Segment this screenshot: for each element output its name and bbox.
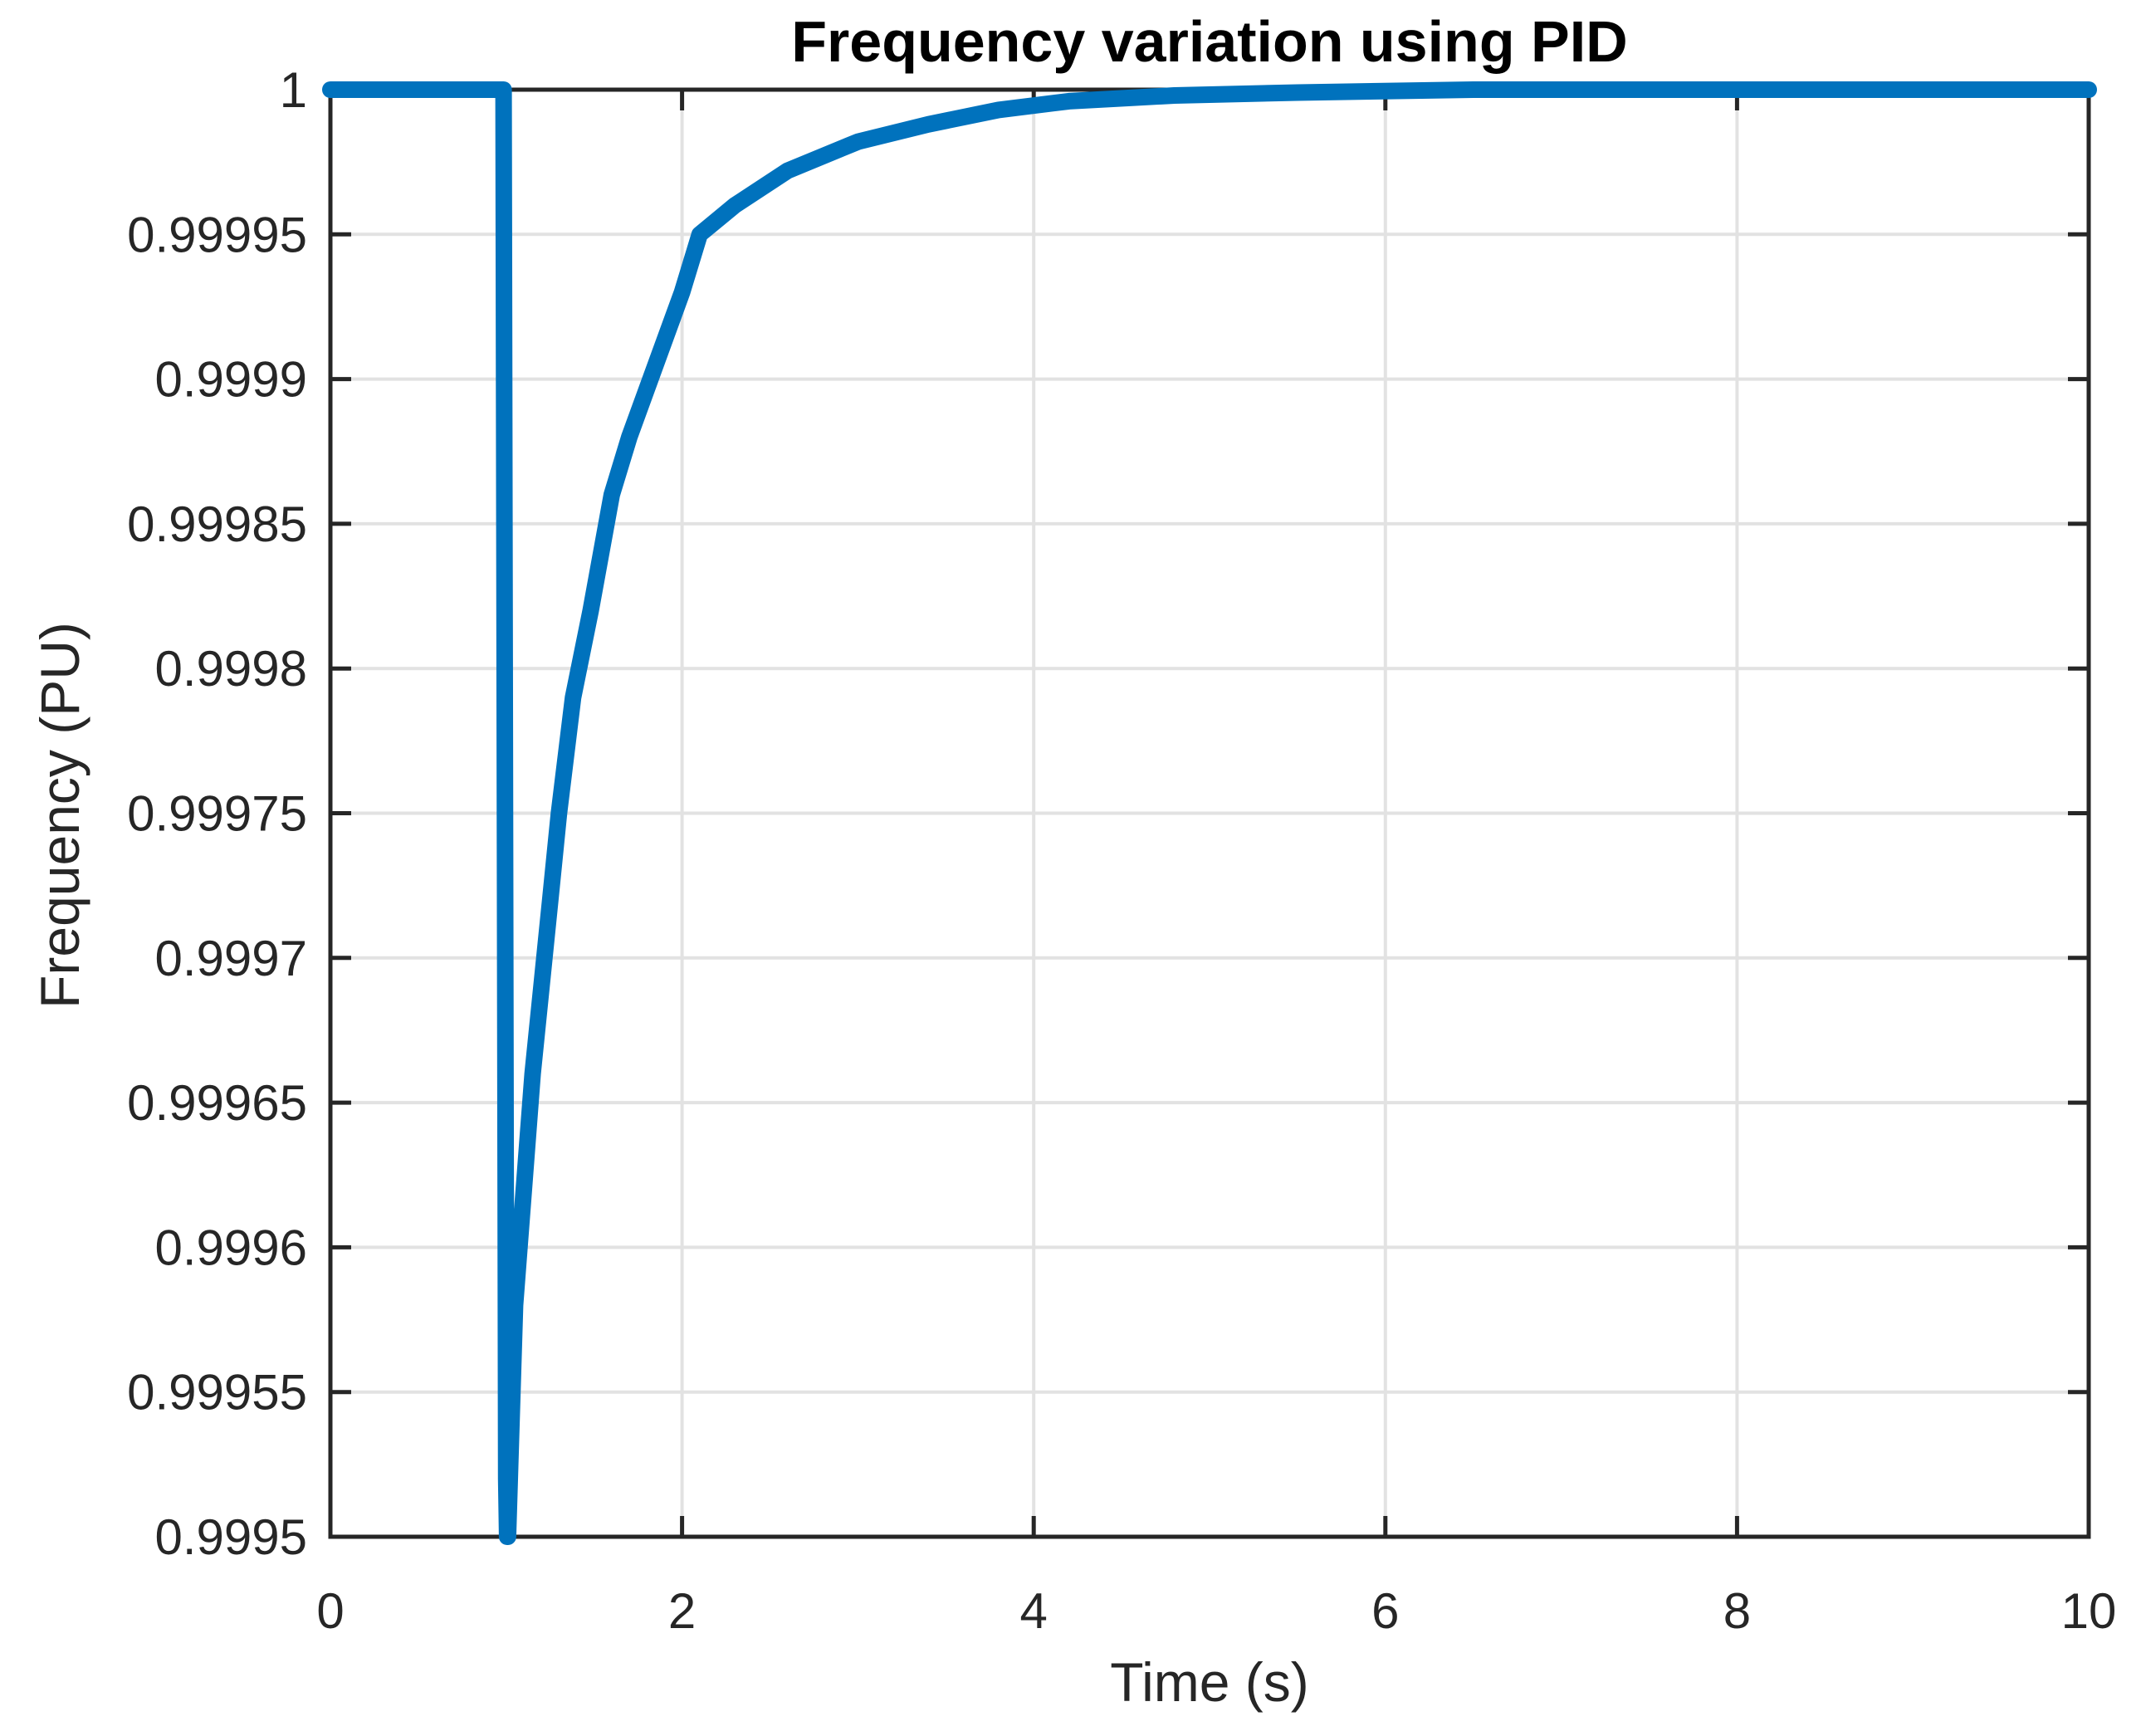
grid-lines <box>330 90 2089 1537</box>
y-tick-label: 0.99955 <box>127 1365 307 1421</box>
x-tick-label: 0 <box>316 1583 344 1639</box>
y-tick-label: 0.99975 <box>127 786 307 842</box>
x-tick-label: 8 <box>1723 1583 1751 1639</box>
y-tick-label: 0.99995 <box>127 207 307 262</box>
chart-title: Frequency variation using PID <box>791 9 1628 74</box>
x-axis-label: Time (s) <box>1110 1651 1309 1713</box>
y-tick-label: 0.9998 <box>154 641 307 697</box>
x-tick-label: 2 <box>668 1583 696 1639</box>
y-tick-label: 0.9999 <box>154 352 307 408</box>
y-tick-label: 0.99965 <box>127 1075 307 1131</box>
x-tick-label: 4 <box>1020 1583 1048 1639</box>
x-tick-label: 10 <box>2061 1583 2117 1639</box>
y-tick-label: 0.99985 <box>127 496 307 552</box>
y-tick-label: 1 <box>280 62 307 118</box>
tick-labels: 0 2 4 6 8 10 0.9995 0.99955 0.9996 0.99965 0.9997 0… <box>127 62 2116 1639</box>
frequency-line <box>322 81 2097 1545</box>
x-tick-label: 6 <box>1371 1583 1399 1639</box>
y-tick-label: 0.9995 <box>154 1509 307 1565</box>
y-tick-label: 0.9996 <box>154 1220 307 1275</box>
y-tick-label: 0.9997 <box>154 931 307 986</box>
